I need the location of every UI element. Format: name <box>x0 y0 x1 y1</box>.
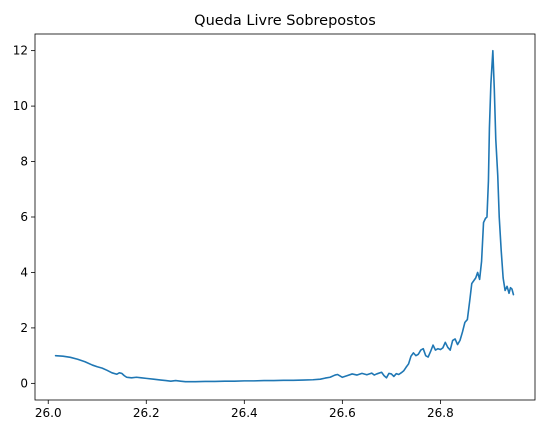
axes: 26.0 26.2 26.4 26.6 26.8 0 2 4 6 8 10 12 <box>13 33 536 420</box>
plot-frame <box>34 33 536 401</box>
x-tick-label: 26.0 <box>35 406 62 420</box>
x-tick-label: 26.2 <box>133 406 160 420</box>
y-tick-label: 6 <box>20 210 28 224</box>
x-tick-label: 26.6 <box>329 406 356 420</box>
y-tick-label: 12 <box>13 44 28 58</box>
chart-title: Queda Livre Sobrepostos <box>194 13 376 29</box>
x-tick-label: 26.4 <box>231 406 258 420</box>
x-tick-label: 26.8 <box>427 406 454 420</box>
y-tick-label: 0 <box>20 376 28 390</box>
y-tick-label: 8 <box>20 155 28 169</box>
series-line-0 <box>54 49 515 383</box>
series-layer <box>54 49 515 383</box>
y-tick-label: 4 <box>20 265 28 279</box>
y-tick-label: 10 <box>13 99 28 113</box>
y-tick-label: 2 <box>20 321 28 335</box>
